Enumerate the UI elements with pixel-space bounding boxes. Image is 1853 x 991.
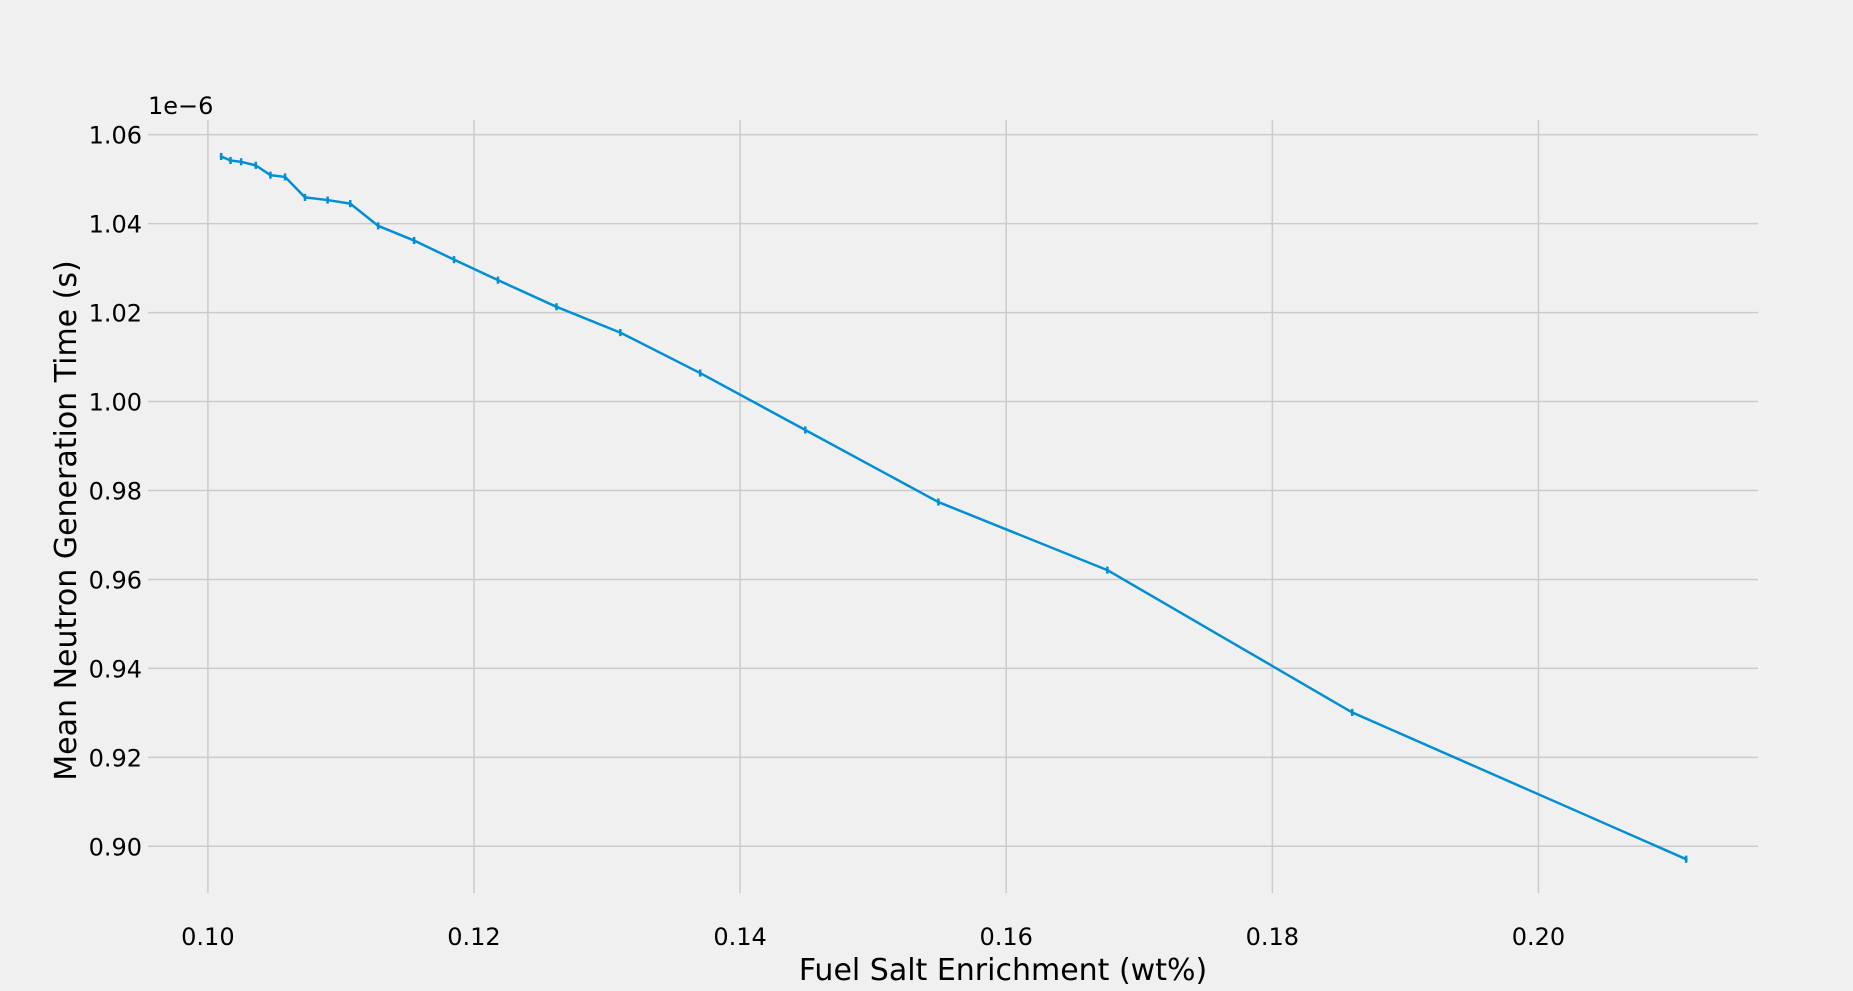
y-tick-labels: 0.90 0.92 0.94 0.96 0.98 1.00 1.02 1.04 1.06 bbox=[89, 122, 142, 862]
data-point bbox=[268, 173, 272, 177]
data-point bbox=[496, 278, 500, 282]
data-point bbox=[283, 175, 287, 179]
y-tick-label: 1.06 bbox=[89, 122, 142, 150]
data-series bbox=[219, 152, 1688, 863]
data-point bbox=[348, 202, 352, 206]
data-point bbox=[376, 224, 380, 228]
y-tick-label: 0.92 bbox=[89, 744, 142, 772]
y-tick-label: 1.04 bbox=[89, 211, 142, 239]
grid bbox=[148, 120, 1758, 893]
x-tick-label: 0.12 bbox=[447, 923, 500, 951]
data-point bbox=[936, 500, 940, 504]
data-point bbox=[554, 305, 558, 309]
y-axis-offset-label: 1e−6 bbox=[148, 92, 213, 120]
x-tick-label: 0.18 bbox=[1246, 923, 1299, 951]
y-tick-label: 0.96 bbox=[89, 566, 142, 594]
y-tick-label: 0.98 bbox=[89, 477, 142, 505]
y-tick-label: 0.90 bbox=[89, 833, 142, 861]
data-point bbox=[303, 195, 307, 199]
data-point bbox=[326, 198, 330, 202]
x-tick-label: 0.10 bbox=[181, 923, 234, 951]
data-point bbox=[803, 428, 807, 432]
data-point bbox=[219, 154, 223, 158]
y-axis-label: Mean Neutron Generation Time (s) bbox=[49, 260, 84, 780]
data-point bbox=[698, 371, 702, 375]
x-tick-labels: 0.10 0.12 0.14 0.16 0.18 0.20 bbox=[181, 923, 1565, 951]
data-point bbox=[254, 163, 258, 167]
x-tick-label: 0.16 bbox=[980, 923, 1033, 951]
x-tick-label: 0.14 bbox=[713, 923, 766, 951]
data-point bbox=[452, 258, 456, 262]
data-point bbox=[1684, 857, 1688, 861]
data-point bbox=[228, 158, 232, 162]
data-point bbox=[239, 160, 243, 164]
y-tick-label: 1.02 bbox=[89, 300, 142, 328]
y-tick-label: 0.94 bbox=[89, 655, 142, 683]
data-point bbox=[618, 331, 622, 335]
data-point bbox=[1105, 568, 1109, 572]
y-tick-label: 1.00 bbox=[89, 389, 142, 417]
data-point bbox=[412, 239, 416, 243]
x-tick-label: 0.20 bbox=[1512, 923, 1565, 951]
data-point bbox=[1350, 710, 1354, 714]
x-axis-label: Fuel Salt Enrichment (wt%) bbox=[799, 953, 1207, 988]
